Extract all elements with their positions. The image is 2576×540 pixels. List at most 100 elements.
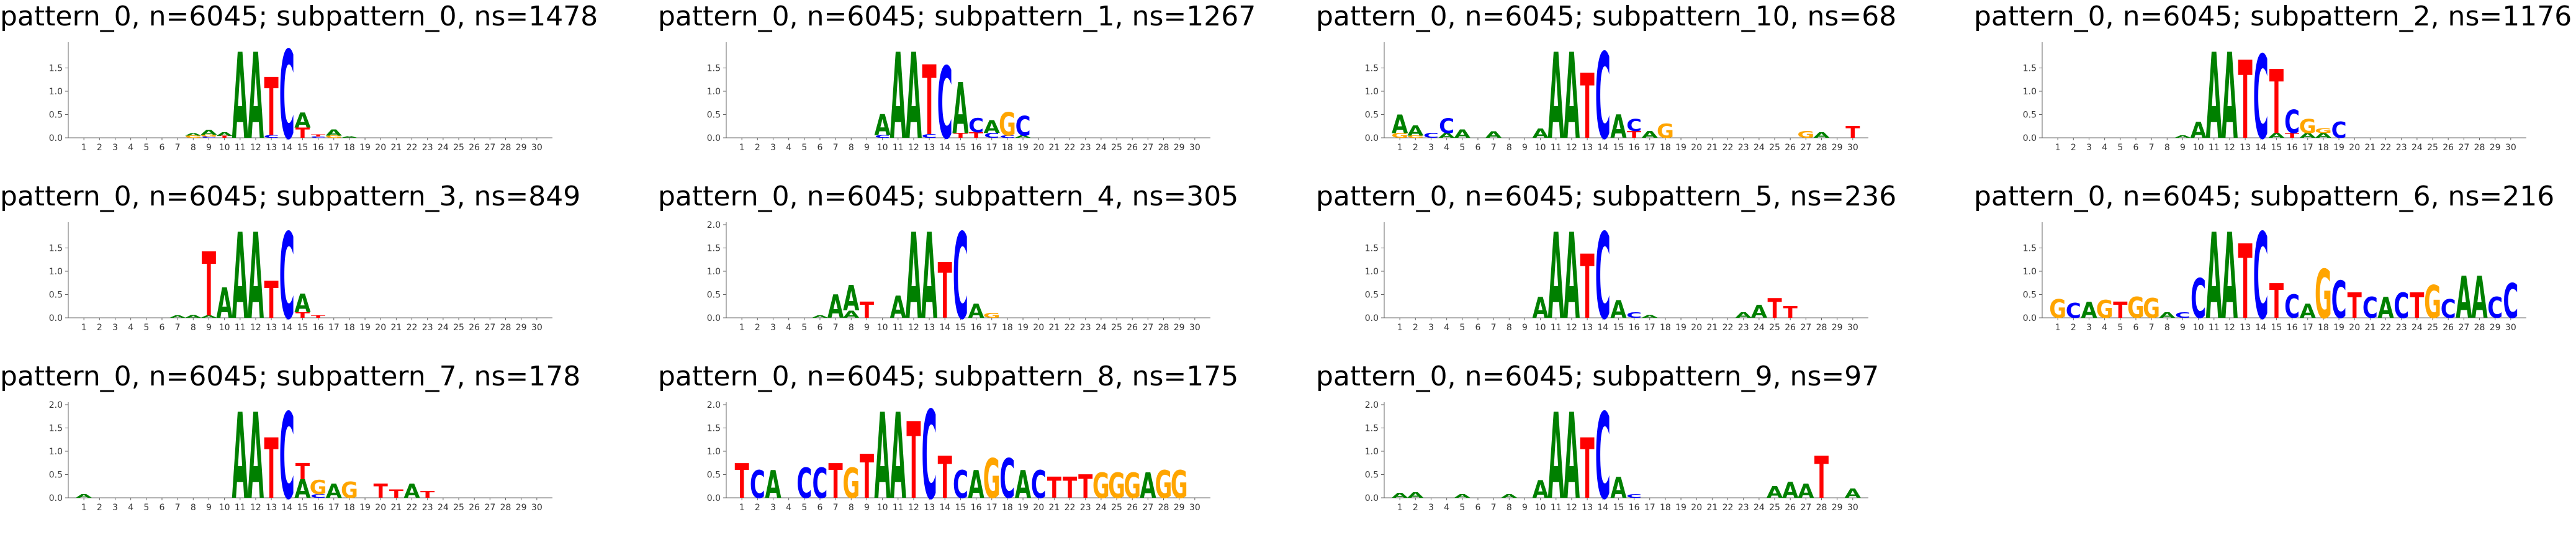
logo-letter-A: A <box>2159 311 2176 320</box>
logo-letter-T: T <box>969 131 984 140</box>
logo-letter-A: A <box>2222 209 2238 346</box>
x-tick-label: 29 <box>1174 323 1185 333</box>
x-tick-label: 19 <box>1017 323 1029 333</box>
logo-letter-A: A <box>827 289 844 326</box>
x-tick-label: 30 <box>1189 503 1200 513</box>
x-tick-label: 8 <box>1506 143 1512 153</box>
x-tick-label: 3 <box>1428 323 1434 333</box>
logo-letter-C: C <box>2253 32 2269 165</box>
logo-letter-G: G <box>2315 127 2332 135</box>
logo-letter-A: A <box>2315 132 2332 140</box>
y-tick-label: 1.5 <box>2023 244 2037 254</box>
y-tick-label: 0.0 <box>1365 133 1379 143</box>
x-tick-label: 18 <box>344 143 355 153</box>
x-tick-label: 30 <box>1189 323 1200 333</box>
logo-letter-T: T <box>217 135 232 138</box>
x-tick-label: 2 <box>755 503 760 513</box>
x-tick-label: 23 <box>1080 323 1091 333</box>
x-tick-label: 19 <box>1675 323 1687 333</box>
x-tick-label: 4 <box>1444 143 1449 153</box>
logo-letter-A: A <box>248 209 264 346</box>
logo-letter-G: G <box>1407 135 1424 138</box>
x-tick-label: 21 <box>2364 143 2376 153</box>
y-tick-label: 0.5 <box>49 470 63 480</box>
x-tick-label: 11 <box>1551 323 1562 333</box>
x-tick-label: 2 <box>97 323 102 333</box>
logo-letter-A: A <box>1501 493 1518 499</box>
logo-letter-A: A <box>874 108 891 142</box>
x-tick-label: 5 <box>2117 323 2123 333</box>
x-tick-label: 11 <box>235 323 246 333</box>
x-tick-label: 1 <box>739 503 745 513</box>
sequence-logo-plot: 0.00.51.01.52.01 2 3 4 5 6 7 8 9 10 11 12 13 14 15 16 17… <box>707 209 1210 346</box>
logo-letter-T: T <box>389 488 404 501</box>
x-tick-label: 21 <box>1706 323 1718 333</box>
x-tick-label: 29 <box>1174 143 1185 153</box>
x-tick-label: 4 <box>128 503 133 513</box>
logo-letter-T: T <box>860 443 874 513</box>
logo-letter-C: C <box>310 493 326 499</box>
x-tick-label: 25 <box>1769 503 1780 513</box>
logo-letter-A: A <box>2471 265 2487 332</box>
x-tick-label: 19 <box>1675 503 1687 513</box>
x-tick-label: 4 <box>1444 503 1449 513</box>
logo-letter-A: A <box>984 117 1001 138</box>
x-tick-label: 9 <box>206 323 212 333</box>
x-tick-label: 16 <box>313 143 324 153</box>
x-tick-label: 5 <box>143 143 149 153</box>
y-tick-label: 0.0 <box>707 313 721 323</box>
x-tick-label: 22 <box>407 143 418 153</box>
x-tick-label: 23 <box>1738 323 1749 333</box>
x-tick-label: 20 <box>1691 143 1702 153</box>
x-tick-label: 7 <box>175 143 181 153</box>
logo-letter-A: A <box>248 29 264 166</box>
y-tick-label: 0.0 <box>49 313 63 323</box>
x-tick-label: 29 <box>1832 323 1843 333</box>
x-tick-label: 1 <box>81 143 87 153</box>
x-tick-label: 25 <box>453 323 464 333</box>
x-tick-label: 4 <box>1444 323 1449 333</box>
x-tick-label: 6 <box>2133 323 2139 333</box>
x-tick-label: 10 <box>877 323 888 333</box>
x-tick-label: 24 <box>1096 323 1107 333</box>
x-tick-label: 17 <box>328 503 340 513</box>
x-tick-label: 20 <box>2349 323 2360 333</box>
x-tick-label: 30 <box>531 323 543 333</box>
x-tick-label: 6 <box>160 143 165 153</box>
x-tick-label: 19 <box>1017 143 1029 153</box>
y-tick-label: 0.0 <box>1365 493 1379 503</box>
x-tick-label: 27 <box>484 503 495 513</box>
x-tick-label: 23 <box>422 323 433 333</box>
x-tick-label: 16 <box>1629 323 1640 333</box>
x-tick-label: 29 <box>516 323 527 333</box>
logo-letter-C: C <box>279 389 295 526</box>
x-tick-label: 2 <box>1413 323 1418 333</box>
logo-letter-A: A <box>1015 462 1032 507</box>
x-tick-label: 7 <box>833 143 839 153</box>
x-tick-label: 14 <box>281 323 292 333</box>
x-tick-label: 12 <box>1566 323 1577 333</box>
y-tick-label: 1.5 <box>707 424 721 434</box>
logo-panel: pattern_0, n=6045; subpattern_7, ns=178 0… <box>0 360 658 540</box>
logo-panel: pattern_0, n=6045; subpattern_10, ns=68 0… <box>1316 0 1974 180</box>
x-tick-label: 10 <box>2193 323 2204 333</box>
x-tick-label: 14 <box>939 323 950 333</box>
x-tick-label: 24 <box>2412 143 2423 153</box>
x-tick-label: 25 <box>453 503 464 513</box>
logo-letter-C: C <box>2331 118 2347 143</box>
x-tick-label: 20 <box>1691 323 1702 333</box>
logo-letter-C: C <box>953 462 968 507</box>
y-tick-label: 1.0 <box>1365 447 1379 457</box>
y-tick-label: 2.0 <box>707 220 721 230</box>
x-tick-label: 21 <box>1048 503 1060 513</box>
x-tick-label: 26 <box>1127 143 1138 153</box>
x-tick-label: 16 <box>313 503 324 513</box>
logo-letter-G: G <box>2424 277 2441 329</box>
logo-letter-G: G <box>1657 120 1674 143</box>
logo-letter-A: A <box>843 308 860 320</box>
logo-letter-T: T <box>1580 236 1595 339</box>
x-tick-label: 1 <box>1397 143 1403 153</box>
x-tick-label: 14 <box>1597 503 1608 513</box>
logo-letter-C: C <box>1439 114 1454 138</box>
panel-title: pattern_0, n=6045; subpattern_10, ns=68 <box>1316 1 1897 32</box>
